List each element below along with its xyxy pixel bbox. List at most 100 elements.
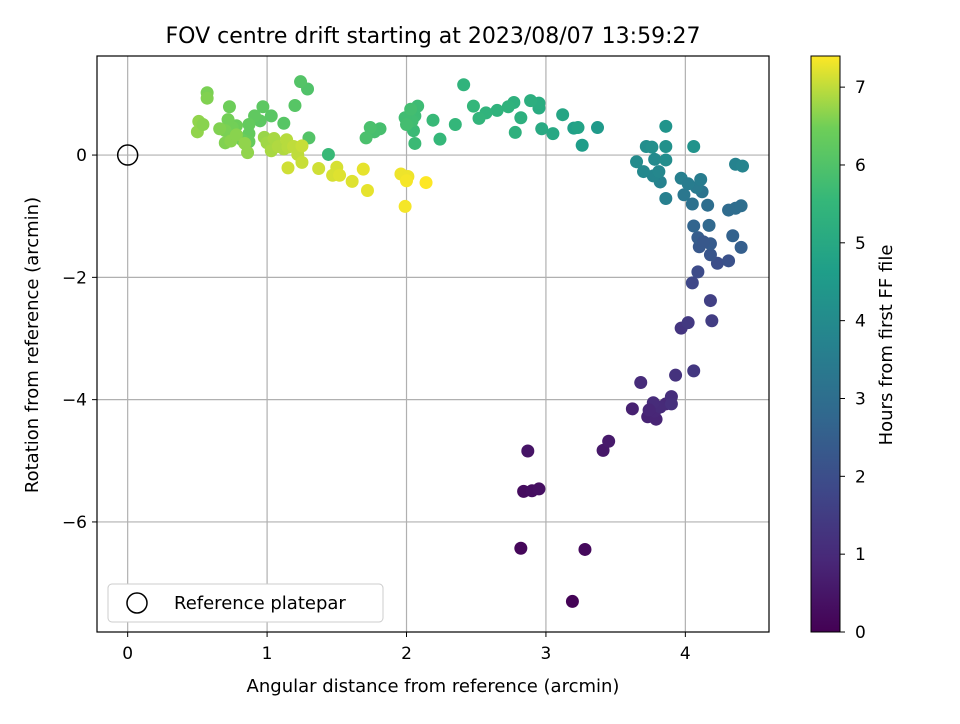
data-point [312,162,326,176]
data-point [400,174,414,188]
data-point [722,254,736,268]
x-tick-label: 4 [680,644,691,664]
data-point [702,218,716,232]
reference-marker [116,144,139,166]
data-point [524,94,538,108]
data-point [222,100,236,114]
data-point [433,132,447,146]
data-point [321,147,335,161]
colorbar-tick-label: 5 [855,234,866,254]
data-point [508,125,522,139]
data-point [466,99,480,113]
data-points [190,75,750,608]
data-point [457,78,471,92]
data-point [229,128,243,142]
data-point [288,99,302,113]
data-point [363,121,377,135]
x-axis-ticks: 0 1 2 3 4 [122,632,691,664]
data-point [703,248,717,262]
data-point [677,188,691,202]
plot-area [97,56,769,632]
data-point [264,109,278,123]
colorbar-tick-label: 0 [855,623,866,643]
data-point [634,376,648,390]
legend-box [107,583,384,623]
data-point [687,364,701,378]
data-point [256,100,270,114]
data-point [213,122,227,136]
colorbar-tick-label: 7 [855,78,866,98]
data-point [685,276,699,290]
data-point [556,108,570,122]
data-point [535,122,549,136]
data-point [578,542,592,556]
data-point [333,168,347,182]
data-point [398,199,412,213]
data-point [659,119,673,133]
data-point [514,541,528,555]
data-point [196,117,210,131]
data-point [734,199,748,213]
data-point [703,294,717,308]
data-point [408,136,422,150]
legend-entry-reference-platepar: Reference platepar [174,593,346,614]
data-point [501,100,515,114]
colorbar-tick-label: 4 [855,312,866,332]
y-tick-label: 0 [76,146,87,166]
y-tick-label: −4 [62,391,87,411]
data-point [200,91,214,105]
data-point [404,102,418,116]
colorbar-tick-label: 1 [855,545,866,565]
data-point [685,197,699,211]
colorbar-tick-label: 3 [855,389,866,409]
data-point [645,140,659,154]
data-point [400,117,414,131]
data-point [648,152,662,166]
data-point [221,113,235,127]
data-point [360,184,374,198]
data-point [701,198,715,212]
data-point [575,138,589,152]
data-point [448,117,462,131]
data-point [664,397,678,411]
data-point [681,177,695,191]
data-point [691,265,705,279]
data-point [687,219,701,233]
data-point [694,173,708,187]
data-point [726,229,740,243]
y-tick-label: −2 [62,268,87,288]
data-point [345,174,359,188]
data-point [419,176,433,190]
data-point [591,121,605,135]
data-point [426,113,440,127]
data-point [472,111,486,125]
data-point [630,155,644,169]
colorbar-tick-label: 6 [855,156,866,176]
data-point [637,165,651,179]
data-point [625,402,639,416]
data-point [669,368,683,382]
chart-title: FOV centre drift starting at 2023/08/07 … [166,24,701,49]
colorbar-label: Hours from first FF file [876,245,897,446]
data-point [734,240,748,254]
legend-marker [126,592,148,614]
data-point [521,444,535,458]
data-point [514,111,528,125]
data-point [736,159,750,173]
x-tick-label: 1 [262,644,273,664]
data-point [602,434,616,448]
data-point [659,191,673,205]
data-point [681,316,695,330]
colorbar [810,55,841,633]
data-point [277,116,291,130]
data-point [659,153,673,167]
data-point [687,139,701,153]
data-point [295,155,309,169]
data-point [546,127,560,141]
colorbar-ticks: 0 1 2 3 4 5 6 7 [840,78,866,643]
x-tick-label: 0 [122,644,133,664]
legend: Reference platepar [107,583,384,623]
data-point [241,146,255,160]
data-point [642,403,656,417]
